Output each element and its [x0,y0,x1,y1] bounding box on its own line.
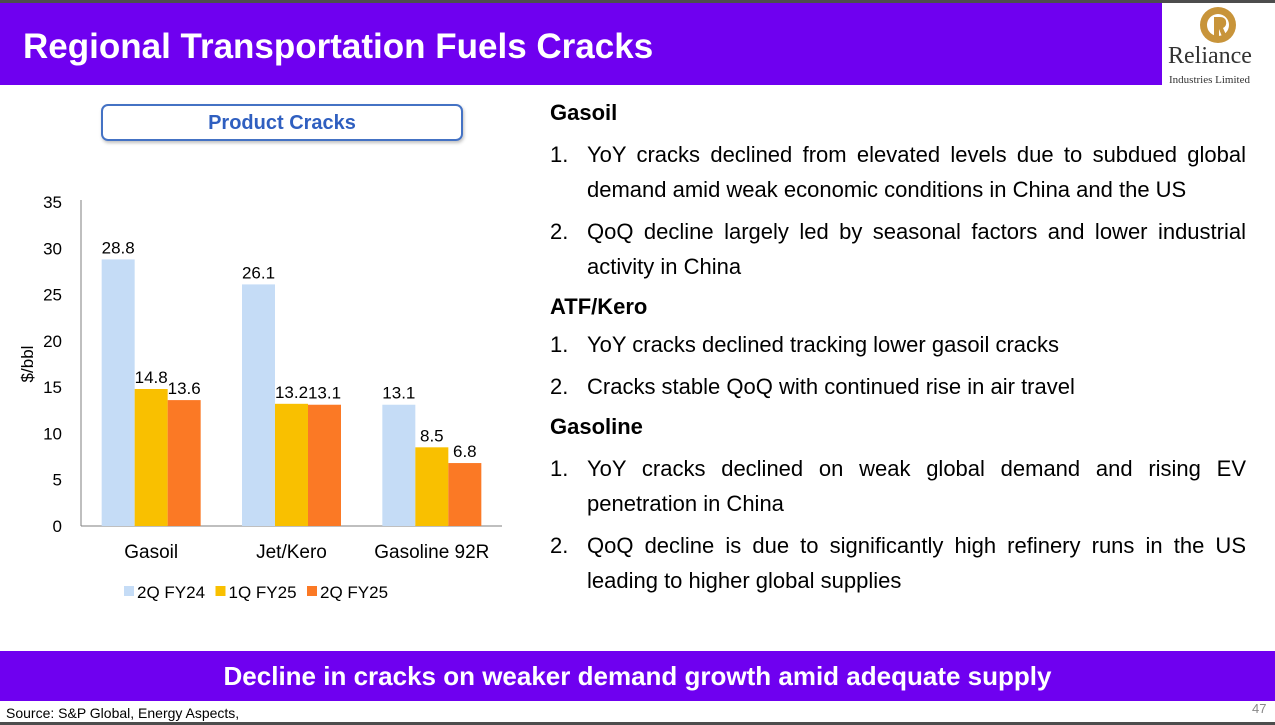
y-axis-label: $/bbl [18,346,37,383]
y-tick-label: 35 [43,193,62,212]
data-label: 13.2 [275,383,308,402]
x-tick-label: Gasoline 92R [374,542,489,563]
logo-subtitle: Industries Limited [1169,74,1250,86]
section-gasoline: Gasoline 1. YoY cracks declined on weak … [550,412,1246,598]
list-item: 1. YoY cracks declined on weak global de… [550,451,1246,521]
y-tick-label: 30 [43,239,62,258]
bar [308,404,341,526]
page-title: Regional Transportation Fuels Cracks [23,27,654,66]
item-number: 1. [550,142,569,167]
source-note: Source: S&P Global, Energy Aspects, [6,705,240,721]
bar [134,388,168,526]
data-label: 8.5 [420,426,444,445]
item-text: QoQ decline largely led by seasonal fact… [587,219,1246,279]
legend-label: 1Q FY25 [229,583,297,602]
x-tick-label: Gasoil [124,542,178,563]
list-item: 2. Cracks stable QoQ with continued rise… [550,369,1246,404]
data-label: 13.1 [308,384,341,403]
logo: Reliance Industries Limited [1162,3,1275,86]
data-label: 14.8 [135,368,168,387]
legend-label: 2Q FY24 [137,583,205,602]
item-number: 2. [550,219,569,244]
page-number: 47 [1252,701,1267,716]
legend-swatch [307,586,317,596]
data-label: 13.1 [382,384,415,403]
y-tick-label: 10 [43,424,62,443]
y-tick-label: 5 [53,471,62,490]
data-label: 28.8 [102,238,135,257]
data-label: 26.1 [242,263,275,282]
section-heading: Gasoline [550,414,643,439]
item-text: Cracks stable QoQ with continued rise in… [587,374,1075,399]
y-tick-label: 25 [43,286,62,305]
title-bar: Regional Transportation Fuels Cracks [0,3,1162,85]
reliance-logo-icon [1200,7,1236,43]
list-item: 1. YoY cracks declined tracking lower ga… [550,327,1246,362]
bar [242,284,275,526]
section-gasoil: Gasoil 1. YoY cracks declined from eleva… [550,98,1246,284]
y-tick-label: 0 [53,517,62,536]
item-text: YoY cracks declined on weak global deman… [587,456,1246,516]
bar [101,259,135,526]
section-atf-kero: ATF/Kero 1. YoY cracks declined tracking… [550,292,1246,404]
commentary: Gasoil 1. YoY cracks declined from eleva… [550,98,1246,598]
section-heading: ATF/Kero [550,294,648,319]
logo-name: Reliance [1168,43,1252,69]
list-item: 2. QoQ decline largely led by seasonal f… [550,214,1246,284]
takeaway-banner: Decline in cracks on weaker demand growt… [0,651,1275,701]
item-text: QoQ decline is due to significantly high… [587,533,1246,593]
item-number: 2. [550,374,569,399]
list-item: 1. YoY cracks declined from elevated lev… [550,137,1246,207]
bar [275,403,308,526]
bar [167,400,201,526]
item-number: 2. [550,533,569,558]
y-tick-label: 15 [43,378,62,397]
legend-swatch [215,586,226,596]
bar-chart: 0 5 10 15 20 25 30 35 $/bbl 28.8 14.813.6 Gasoil 26.… [18,193,502,602]
item-text: YoY cracks declined tracking lower gasoi… [587,332,1060,357]
legend-swatch [124,586,134,596]
bar [382,404,416,526]
data-label: 6.8 [453,442,477,461]
y-tick-label: 20 [43,332,62,351]
item-number: 1. [550,456,569,481]
bar [448,463,482,526]
x-tick-label: Jet/Kero [256,542,327,563]
section-heading: Gasoil [550,100,618,125]
item-number: 1. [550,332,569,357]
item-text: YoY cracks declined from elevated levels… [587,142,1246,202]
data-label: 13.6 [168,379,201,398]
chart-title: Product Cracks [101,104,463,141]
list-item: 2. QoQ decline is due to significantly h… [550,528,1246,598]
legend-label: 2Q FY25 [320,583,388,602]
top-rule [0,0,1275,3]
bottom-rule [0,722,1275,725]
bar [415,447,449,526]
